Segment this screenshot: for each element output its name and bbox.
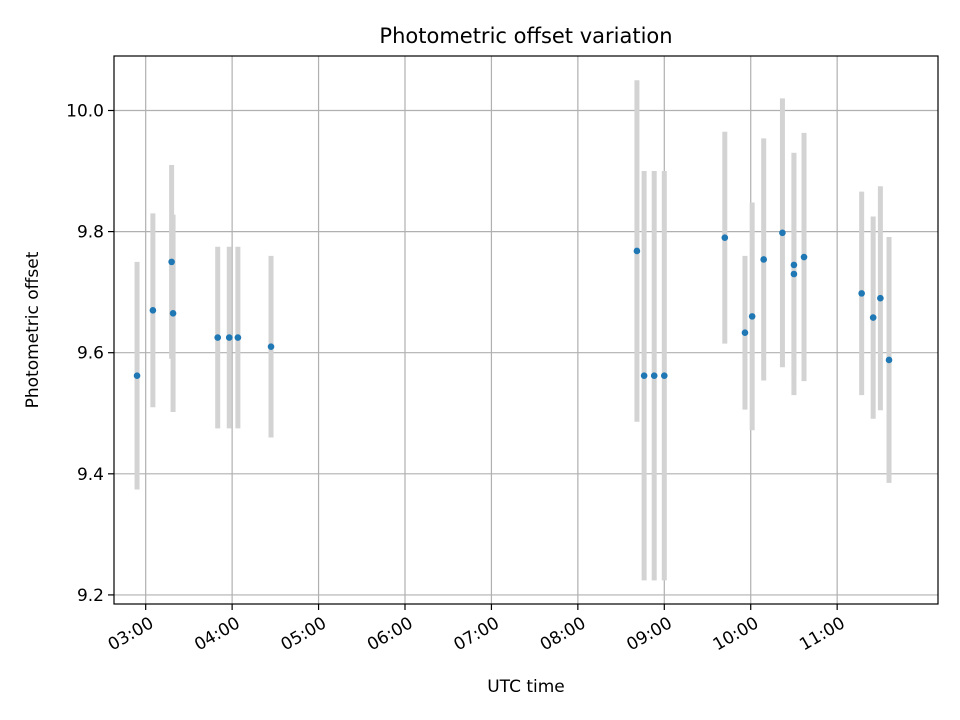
data-point — [640, 372, 648, 380]
grid — [114, 56, 938, 604]
data-point — [133, 372, 141, 380]
chart-title: Photometric offset variation — [379, 24, 672, 48]
data-point — [741, 329, 749, 337]
y-axis-label: Photometric offset — [23, 251, 43, 408]
data-point — [790, 270, 798, 278]
data-point — [800, 253, 808, 261]
data-point — [168, 258, 175, 266]
y-tick-label: 9.2 — [77, 586, 104, 606]
data-point — [877, 294, 884, 302]
data-point — [779, 229, 786, 237]
data-point — [225, 334, 233, 341]
data-point — [234, 334, 242, 341]
data-point — [721, 234, 729, 241]
data-point — [790, 261, 798, 269]
y-tick-label: 9.6 — [77, 344, 104, 364]
data-point — [214, 334, 222, 341]
data-point — [149, 307, 157, 314]
data-point — [858, 290, 865, 297]
data-points — [133, 229, 893, 380]
data-point — [169, 310, 177, 317]
y-tick-label: 10.0 — [66, 101, 104, 121]
data-point — [869, 314, 877, 321]
data-point — [748, 313, 756, 320]
data-point — [660, 372, 668, 380]
plot-frame — [113, 55, 939, 605]
x-axis-label: UTC time — [487, 677, 565, 697]
data-point — [650, 372, 658, 380]
data-point — [885, 356, 893, 364]
data-point — [633, 247, 641, 255]
y-tick-label: 9.8 — [77, 223, 104, 243]
data-point — [760, 256, 767, 263]
y-tick-label: 9.4 — [77, 465, 104, 485]
data-point — [267, 343, 275, 350]
